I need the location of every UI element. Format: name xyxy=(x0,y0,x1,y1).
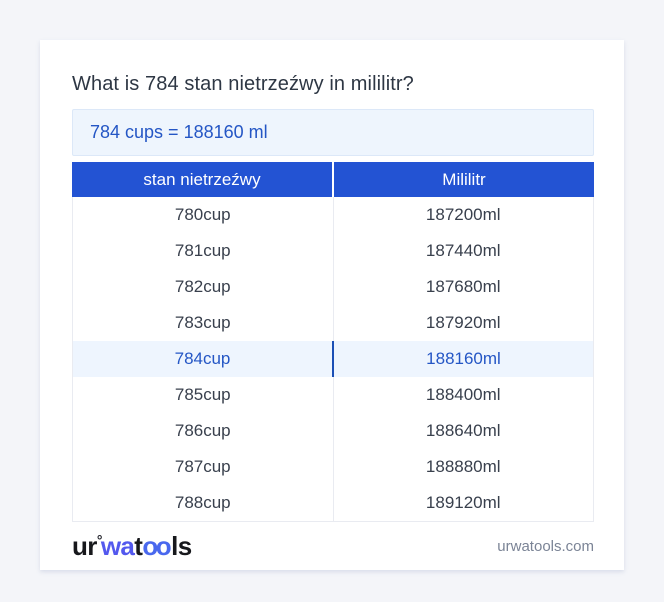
conversion-card: What is 784 stan nietrzeźwy in mililitr?… xyxy=(40,40,624,570)
cell-ml-value: 189120ml xyxy=(425,493,501,512)
page-title: What is 784 stan nietrzeźwy in mililitr? xyxy=(72,73,414,95)
cell-ml-value: 188160ml xyxy=(426,349,501,368)
cell-cup-value: 782cup xyxy=(73,269,334,305)
cell-ml-value: 187920ml xyxy=(425,313,501,332)
table-row: 785cup 188400ml xyxy=(73,377,593,413)
logo-part-ur: ur xyxy=(72,530,97,561)
table-body: 780cup 187200ml 781cup 187440ml 782cup 1… xyxy=(72,197,594,522)
logo-part-t: t xyxy=(134,530,143,561)
cell-cup-value: 785cup xyxy=(73,377,334,413)
table-row: 782cup 187680ml xyxy=(73,269,593,305)
cell-ml-value: 187680ml xyxy=(425,277,501,296)
logo-part-ls: ls xyxy=(171,530,192,561)
table-header-row: stan nietrzeźwy Mililitr xyxy=(72,162,594,197)
logo-ring-icon: ° xyxy=(96,531,103,548)
logo-glasses-icon: oo xyxy=(142,530,171,561)
table-row: 780cup 187200ml xyxy=(73,197,593,233)
column-header-cup: stan nietrzeźwy xyxy=(72,162,334,197)
logo-part-wa: wa xyxy=(100,530,135,561)
cell-ml-value: 188640ml xyxy=(425,421,501,440)
table-row: 788cup 189120ml xyxy=(73,485,593,521)
cell-cup-value: 784cup xyxy=(73,341,334,377)
cell-cup-value: 780cup xyxy=(73,197,334,233)
cell-ml-value: 188400ml xyxy=(425,385,501,404)
conversion-table: stan nietrzeźwy Mililitr 780cup 187200ml… xyxy=(72,162,594,522)
cell-ml-value: 187200ml xyxy=(425,205,501,224)
cell-ml-value: 188880ml xyxy=(425,457,501,476)
conversion-result-text: 784 cups = 188160 ml xyxy=(90,122,268,142)
cell-cup-value: 781cup xyxy=(73,233,334,269)
cell-cup-value: 787cup xyxy=(73,449,334,485)
table-row: 784cup 188160ml xyxy=(73,341,593,377)
table-row: 786cup 188640ml xyxy=(73,413,593,449)
table-row: 781cup 187440ml xyxy=(73,233,593,269)
conversion-result-box: 784 cups = 188160 ml xyxy=(72,109,594,156)
urwatools-logo[interactable]: ur°watools xyxy=(72,531,192,562)
footer-domain-text: urwatools.com xyxy=(497,537,594,555)
cell-cup-value: 783cup xyxy=(73,305,334,341)
cell-ml-value: 187440ml xyxy=(425,241,501,260)
table-row: 783cup 187920ml xyxy=(73,305,593,341)
card-footer: ur°watools urwatools.com xyxy=(72,522,594,569)
cell-cup-value: 788cup xyxy=(73,485,334,521)
column-header-ml: Mililitr xyxy=(442,169,486,189)
cell-cup-value: 786cup xyxy=(73,413,334,449)
table-row: 787cup 188880ml xyxy=(73,449,593,485)
